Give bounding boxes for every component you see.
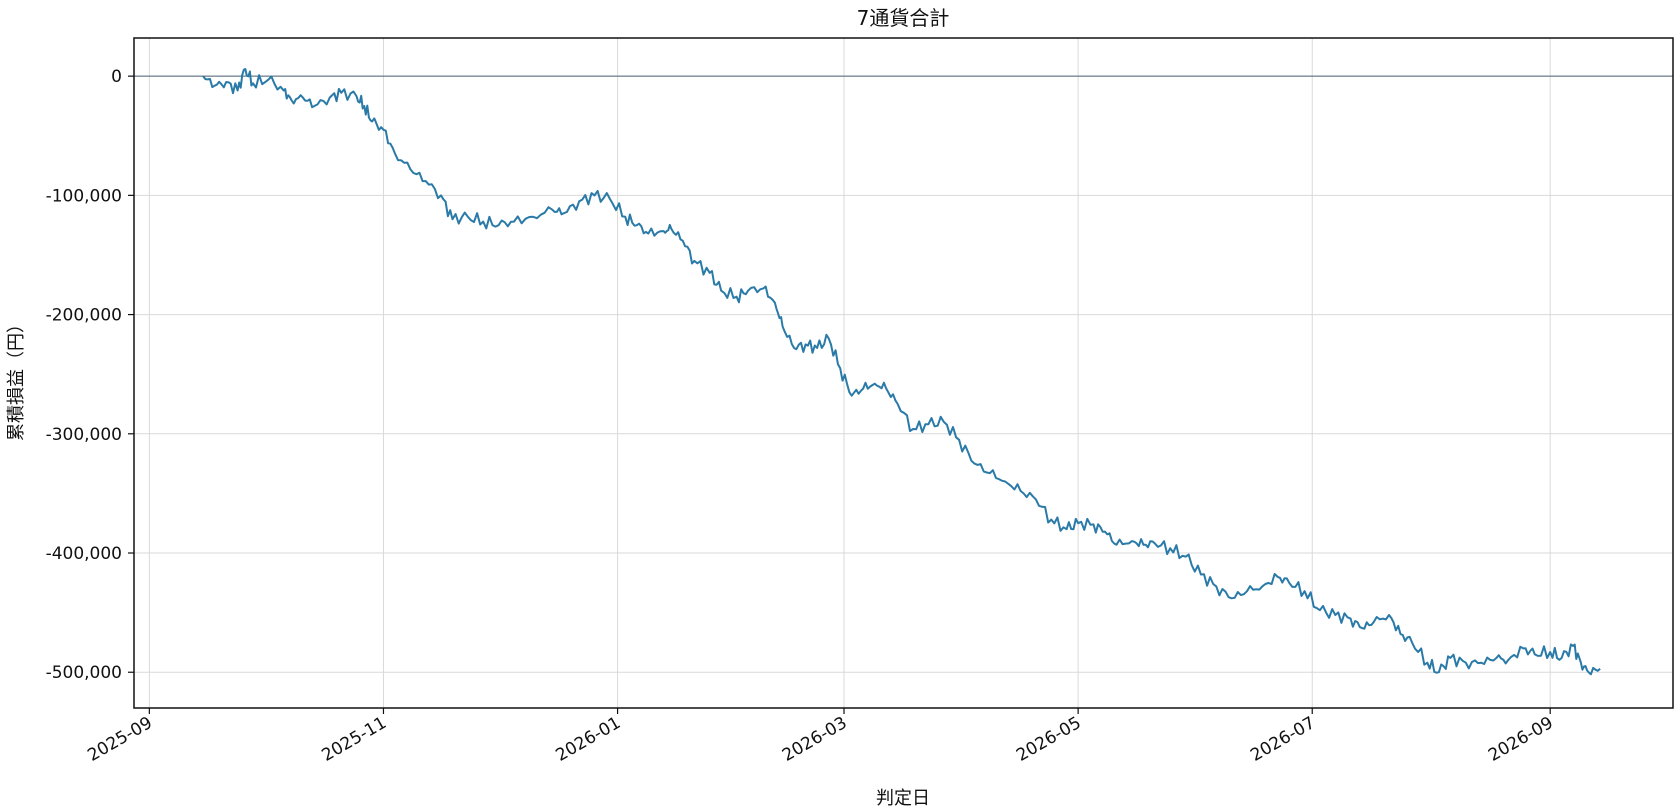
x-axis-ticks: 2025-09 2025-11 2026-01 2026-03 2026-05 2026-… — [84, 708, 1557, 766]
x-tick-label: 2026-01 — [553, 713, 625, 766]
x-axis-label: 判定日 — [876, 788, 930, 809]
cumulative-pnl-line — [202, 68, 1601, 676]
y-tick-label: -200,000 — [46, 306, 122, 326]
x-tick-label: 2026-07 — [1247, 713, 1319, 766]
y-tick-label: -300,000 — [46, 425, 122, 445]
x-tick-label: 2025-11 — [318, 713, 390, 766]
y-tick-label: -500,000 — [46, 663, 122, 683]
y-tick-label: 0 — [111, 67, 122, 87]
x-tick-label: 2026-05 — [1013, 713, 1085, 766]
y-axis-ticks: 0 -100,000 -200,000 -300,000 -400,000 -500,00… — [46, 67, 134, 683]
grid-lines — [134, 38, 1673, 708]
plot-frame — [133, 37, 1674, 709]
y-axis-label: 累積損益（円） — [6, 315, 27, 441]
x-tick-label: 2025-09 — [84, 713, 156, 766]
chart-title: 7通貨合計 — [857, 6, 950, 30]
y-tick-label: -100,000 — [46, 186, 122, 206]
x-tick-label: 2026-09 — [1485, 713, 1557, 766]
y-tick-label: -400,000 — [46, 544, 122, 564]
x-tick-label: 2026-03 — [779, 713, 851, 766]
